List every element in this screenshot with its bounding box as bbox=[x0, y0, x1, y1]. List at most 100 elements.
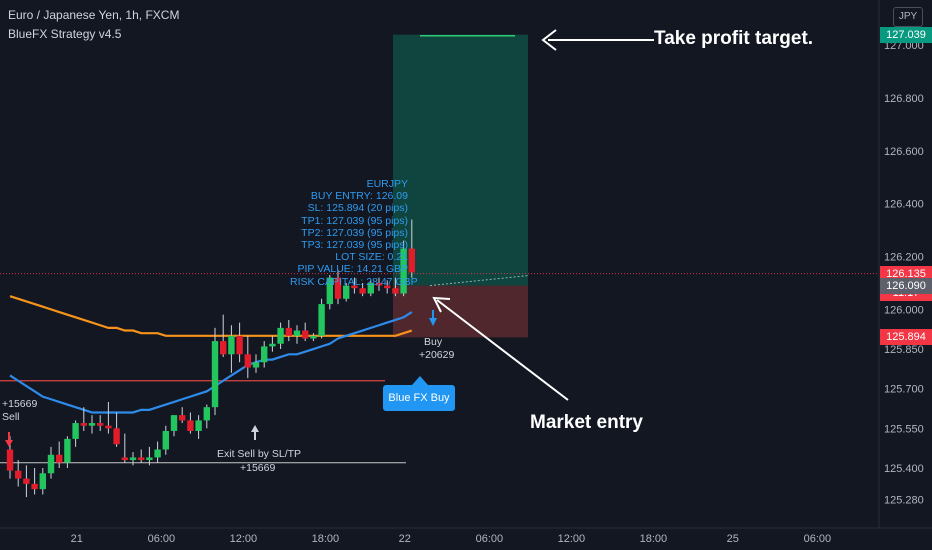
candle-body bbox=[6, 449, 14, 471]
candle-body bbox=[170, 415, 178, 431]
candle-body bbox=[261, 346, 268, 363]
market-entry-arrow-shaft bbox=[436, 299, 569, 401]
time-tick-label: 06:00 bbox=[804, 533, 832, 545]
trade-info-line: SL: 125.894 (20 pips) bbox=[307, 202, 408, 215]
time-tick-label: 18:00 bbox=[640, 533, 668, 545]
take-profit-annotation: Take profit target. bbox=[654, 28, 814, 49]
candle-body bbox=[195, 420, 202, 431]
candle bbox=[400, 240, 407, 297]
candle-body bbox=[228, 335, 235, 355]
candle-body bbox=[187, 420, 194, 431]
candle-body bbox=[220, 341, 227, 355]
candle-body bbox=[293, 330, 301, 336]
candle bbox=[146, 446, 153, 466]
candle bbox=[367, 280, 374, 297]
candle bbox=[244, 335, 251, 379]
take-profit-zone bbox=[393, 34, 528, 286]
candle bbox=[392, 277, 399, 297]
buy-signal-amount: +20629 bbox=[419, 349, 455, 361]
price-tick-label: 126.800 bbox=[884, 93, 924, 105]
exit-signal-label: Exit Sell by SL/TP bbox=[217, 448, 302, 460]
candle-body bbox=[72, 423, 79, 439]
candle-body bbox=[367, 282, 374, 294]
candle-body bbox=[15, 470, 22, 479]
candle bbox=[47, 446, 55, 479]
bluefx-pointer-icon bbox=[412, 376, 428, 385]
candle bbox=[375, 277, 383, 291]
candle bbox=[195, 415, 202, 439]
candle-body bbox=[334, 277, 342, 299]
price-tick-label: 125.850 bbox=[884, 344, 924, 356]
candle bbox=[72, 420, 79, 447]
trade-info-line: TP2: 127.039 (95 pips) bbox=[301, 226, 408, 239]
candle-body bbox=[236, 335, 243, 355]
candle bbox=[236, 322, 243, 363]
price-tick-label: 127.000 bbox=[884, 40, 924, 52]
sell-signal-label: Sell bbox=[2, 411, 20, 423]
price-badge: 127.039 bbox=[880, 26, 932, 43]
stop-loss-zone bbox=[393, 285, 528, 338]
candle bbox=[113, 412, 120, 447]
candle bbox=[228, 325, 235, 373]
time-axis: 21 06:00 12:00 18:00 22 06:00 12:00 18:00 25 06:0… bbox=[0, 527, 932, 545]
indicator-name[interactable]: BlueFX Strategy v4.5 bbox=[8, 27, 122, 41]
candle-body bbox=[269, 343, 276, 347]
trade-info-line: TP3: 127.039 (95 pips) bbox=[301, 239, 408, 252]
exit-signal-amount: +15669 bbox=[240, 462, 276, 474]
trade-info-panel: EURJPY BUY ENTRY: 126.09 SL: 125.894 (20 p… bbox=[290, 178, 418, 288]
price-tick-label: 126.000 bbox=[884, 304, 924, 316]
candle bbox=[285, 319, 292, 342]
candle bbox=[220, 314, 227, 357]
candle-body bbox=[88, 423, 96, 426]
market-entry-arrow-icon bbox=[432, 296, 451, 313]
candle-body bbox=[64, 438, 71, 463]
candle bbox=[105, 401, 112, 434]
candle-body bbox=[31, 483, 38, 490]
candle-body bbox=[162, 430, 169, 450]
time-tick-label: 18:00 bbox=[312, 533, 340, 545]
candle-body bbox=[244, 354, 251, 368]
candle-body bbox=[400, 248, 407, 294]
candle bbox=[343, 282, 350, 302]
sell-signal-amount: +15669 bbox=[2, 398, 38, 410]
candle bbox=[384, 280, 391, 294]
candle-body bbox=[408, 248, 415, 273]
candle bbox=[359, 282, 366, 297]
candle-body bbox=[211, 341, 219, 408]
candle-body bbox=[113, 428, 120, 445]
price-tick-label: 125.550 bbox=[884, 423, 924, 435]
candle-body bbox=[351, 285, 358, 289]
candle-body bbox=[392, 288, 399, 294]
candle bbox=[80, 407, 87, 431]
currency-button[interactable]: JPY bbox=[893, 7, 923, 27]
price-tick-label: 126.200 bbox=[884, 252, 924, 264]
candle bbox=[203, 404, 210, 429]
candle-body bbox=[56, 454, 63, 463]
candle bbox=[179, 407, 186, 424]
trade-info-line: RISK CAPITAL: 28.47 GBP bbox=[290, 275, 418, 288]
candle bbox=[154, 441, 161, 463]
candle-body bbox=[252, 362, 260, 368]
candle bbox=[252, 354, 260, 373]
price-tick-label: 125.280 bbox=[884, 495, 924, 507]
price-badge: 125.894 bbox=[880, 329, 932, 346]
candle bbox=[31, 468, 38, 495]
bluefx-buy-label[interactable]: Blue FX Buy bbox=[383, 385, 455, 411]
candle bbox=[97, 415, 104, 431]
symbol-title[interactable]: Euro / Japanese Yen, 1h, FXCM bbox=[8, 8, 180, 22]
candle bbox=[64, 436, 71, 468]
candle-body bbox=[203, 407, 210, 421]
candle bbox=[211, 327, 219, 416]
candle-body bbox=[39, 473, 46, 490]
candle bbox=[15, 460, 22, 487]
trade-info-line: LOT SIZE: 0.21 bbox=[335, 251, 408, 264]
price-tick-label: 125.700 bbox=[884, 384, 924, 396]
candle bbox=[293, 325, 301, 344]
candle-body bbox=[47, 454, 55, 474]
candle bbox=[310, 333, 317, 342]
candle bbox=[138, 449, 145, 463]
buy-signal-label: Buy bbox=[424, 336, 443, 348]
candle bbox=[187, 412, 194, 434]
candle-body bbox=[318, 304, 325, 336]
